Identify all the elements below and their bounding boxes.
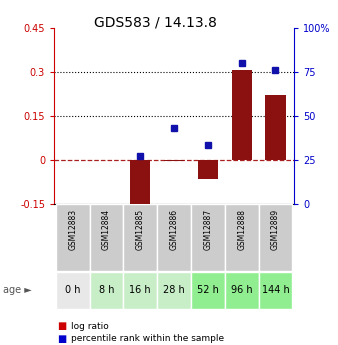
- Bar: [191, 204, 225, 271]
- Text: 52 h: 52 h: [197, 285, 219, 295]
- Text: GDS583 / 14.13.8: GDS583 / 14.13.8: [94, 16, 217, 30]
- Text: 96 h: 96 h: [231, 285, 252, 295]
- Bar: [56, 204, 90, 271]
- Text: 16 h: 16 h: [129, 285, 151, 295]
- Text: GSM12885: GSM12885: [136, 209, 145, 250]
- Text: age ►: age ►: [3, 285, 32, 295]
- Text: GSM12883: GSM12883: [68, 209, 77, 250]
- Text: 8 h: 8 h: [99, 285, 114, 295]
- Bar: [123, 272, 157, 309]
- Bar: [157, 272, 191, 309]
- Text: GSM12889: GSM12889: [271, 209, 280, 250]
- Bar: [90, 204, 123, 271]
- Text: log ratio: log ratio: [71, 322, 109, 331]
- Text: percentile rank within the sample: percentile rank within the sample: [71, 334, 224, 343]
- Bar: [225, 204, 259, 271]
- Text: ■: ■: [57, 334, 67, 344]
- Bar: [157, 204, 191, 271]
- Bar: [164, 159, 184, 161]
- Bar: [198, 159, 218, 179]
- Bar: [265, 95, 286, 159]
- Text: 0 h: 0 h: [65, 285, 80, 295]
- Text: GSM12884: GSM12884: [102, 209, 111, 250]
- Bar: [90, 272, 123, 309]
- Text: GSM12888: GSM12888: [237, 209, 246, 250]
- Bar: [259, 204, 292, 271]
- Text: GSM12886: GSM12886: [170, 209, 178, 250]
- Text: 144 h: 144 h: [262, 285, 289, 295]
- Text: 28 h: 28 h: [163, 285, 185, 295]
- Bar: [56, 272, 90, 309]
- Bar: [225, 272, 259, 309]
- Bar: [130, 159, 150, 212]
- Bar: [232, 70, 252, 159]
- Text: GSM12887: GSM12887: [203, 209, 212, 250]
- Bar: [123, 204, 157, 271]
- Bar: [259, 272, 292, 309]
- Bar: [191, 272, 225, 309]
- Text: ■: ■: [57, 321, 67, 331]
